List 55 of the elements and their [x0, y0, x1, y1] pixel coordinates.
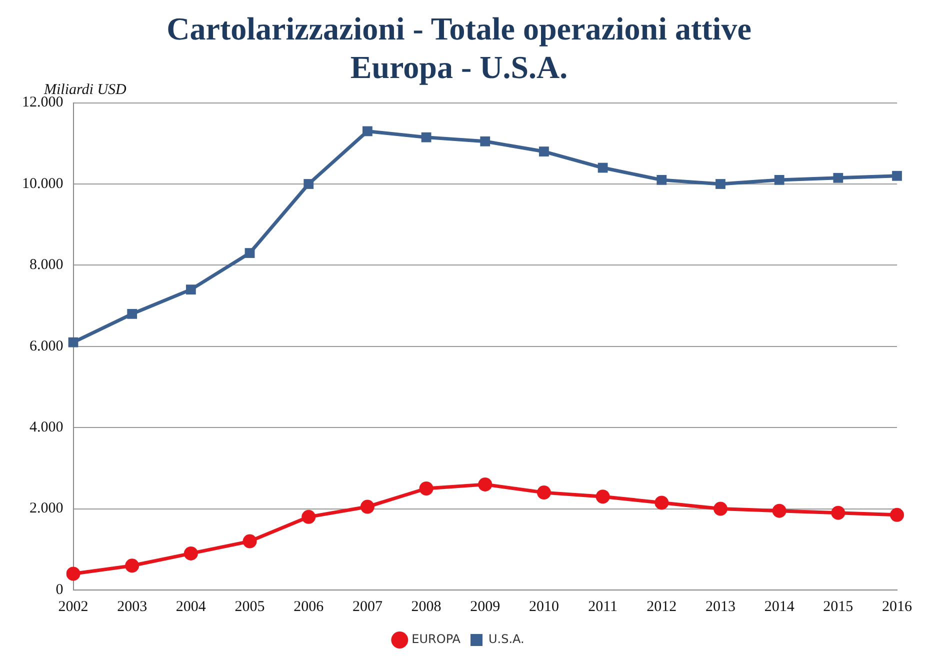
- point: [127, 308, 138, 319]
- x-tick-label: 2012: [646, 598, 677, 615]
- point: [304, 179, 314, 189]
- point: [186, 284, 196, 295]
- point: [539, 146, 549, 156]
- y-tick-label: 4.000: [30, 420, 64, 436]
- legend-label: EUROPA: [412, 632, 462, 646]
- point: [362, 126, 372, 136]
- point: [890, 508, 904, 522]
- point: [716, 179, 726, 189]
- x-tick-label: 2009: [470, 598, 500, 615]
- chart-subtitle: Europa - U.S.A.: [350, 48, 568, 85]
- y-tick-label: 2.000: [30, 500, 64, 517]
- y-tick-label: 6.000: [30, 338, 64, 354]
- y-tick-label: 10.000: [22, 176, 64, 192]
- chart-title: Cartolarizzazioni - Totale operazioni attive: [166, 10, 752, 46]
- point: [125, 558, 140, 573]
- point: [184, 546, 198, 560]
- x-tick-label: 2005: [234, 598, 265, 615]
- x-tick-label: 2011: [588, 598, 618, 615]
- x-tick-label: 2006: [294, 598, 324, 615]
- x-tick-label: 2013: [705, 598, 736, 615]
- legend-label: U.S.A.: [488, 632, 524, 646]
- point: [421, 132, 432, 142]
- point: [244, 248, 255, 258]
- point: [242, 534, 257, 548]
- point: [598, 162, 608, 173]
- x-tick-label: 2014: [764, 598, 795, 615]
- point: [656, 174, 667, 185]
- point: [596, 490, 610, 504]
- point: [892, 170, 902, 181]
- point: [833, 172, 844, 183]
- x-tick-label: 2002: [58, 598, 88, 615]
- point: [478, 477, 492, 492]
- point: [772, 504, 786, 518]
- point: [713, 502, 728, 516]
- x-tick-label: 2003: [117, 598, 148, 615]
- point: [654, 496, 669, 510]
- point: [68, 337, 78, 348]
- y-tick-label: 8.000: [30, 257, 64, 274]
- point: [360, 500, 374, 514]
- x-tick-label: 2010: [528, 598, 559, 615]
- point: [536, 486, 551, 500]
- x-tick-label: 2008: [411, 598, 442, 615]
- x-tick-label: 2015: [823, 598, 854, 615]
- x-tick-label: 2004: [176, 598, 206, 615]
- point: [66, 566, 80, 581]
- point: [480, 136, 490, 146]
- point: [774, 174, 784, 185]
- point: [302, 510, 316, 524]
- x-tick-label: 2016: [882, 598, 912, 615]
- x-tick-label: 2007: [352, 598, 383, 615]
- point: [419, 482, 434, 496]
- point: [831, 506, 846, 520]
- y-tick-label: 0: [56, 582, 64, 598]
